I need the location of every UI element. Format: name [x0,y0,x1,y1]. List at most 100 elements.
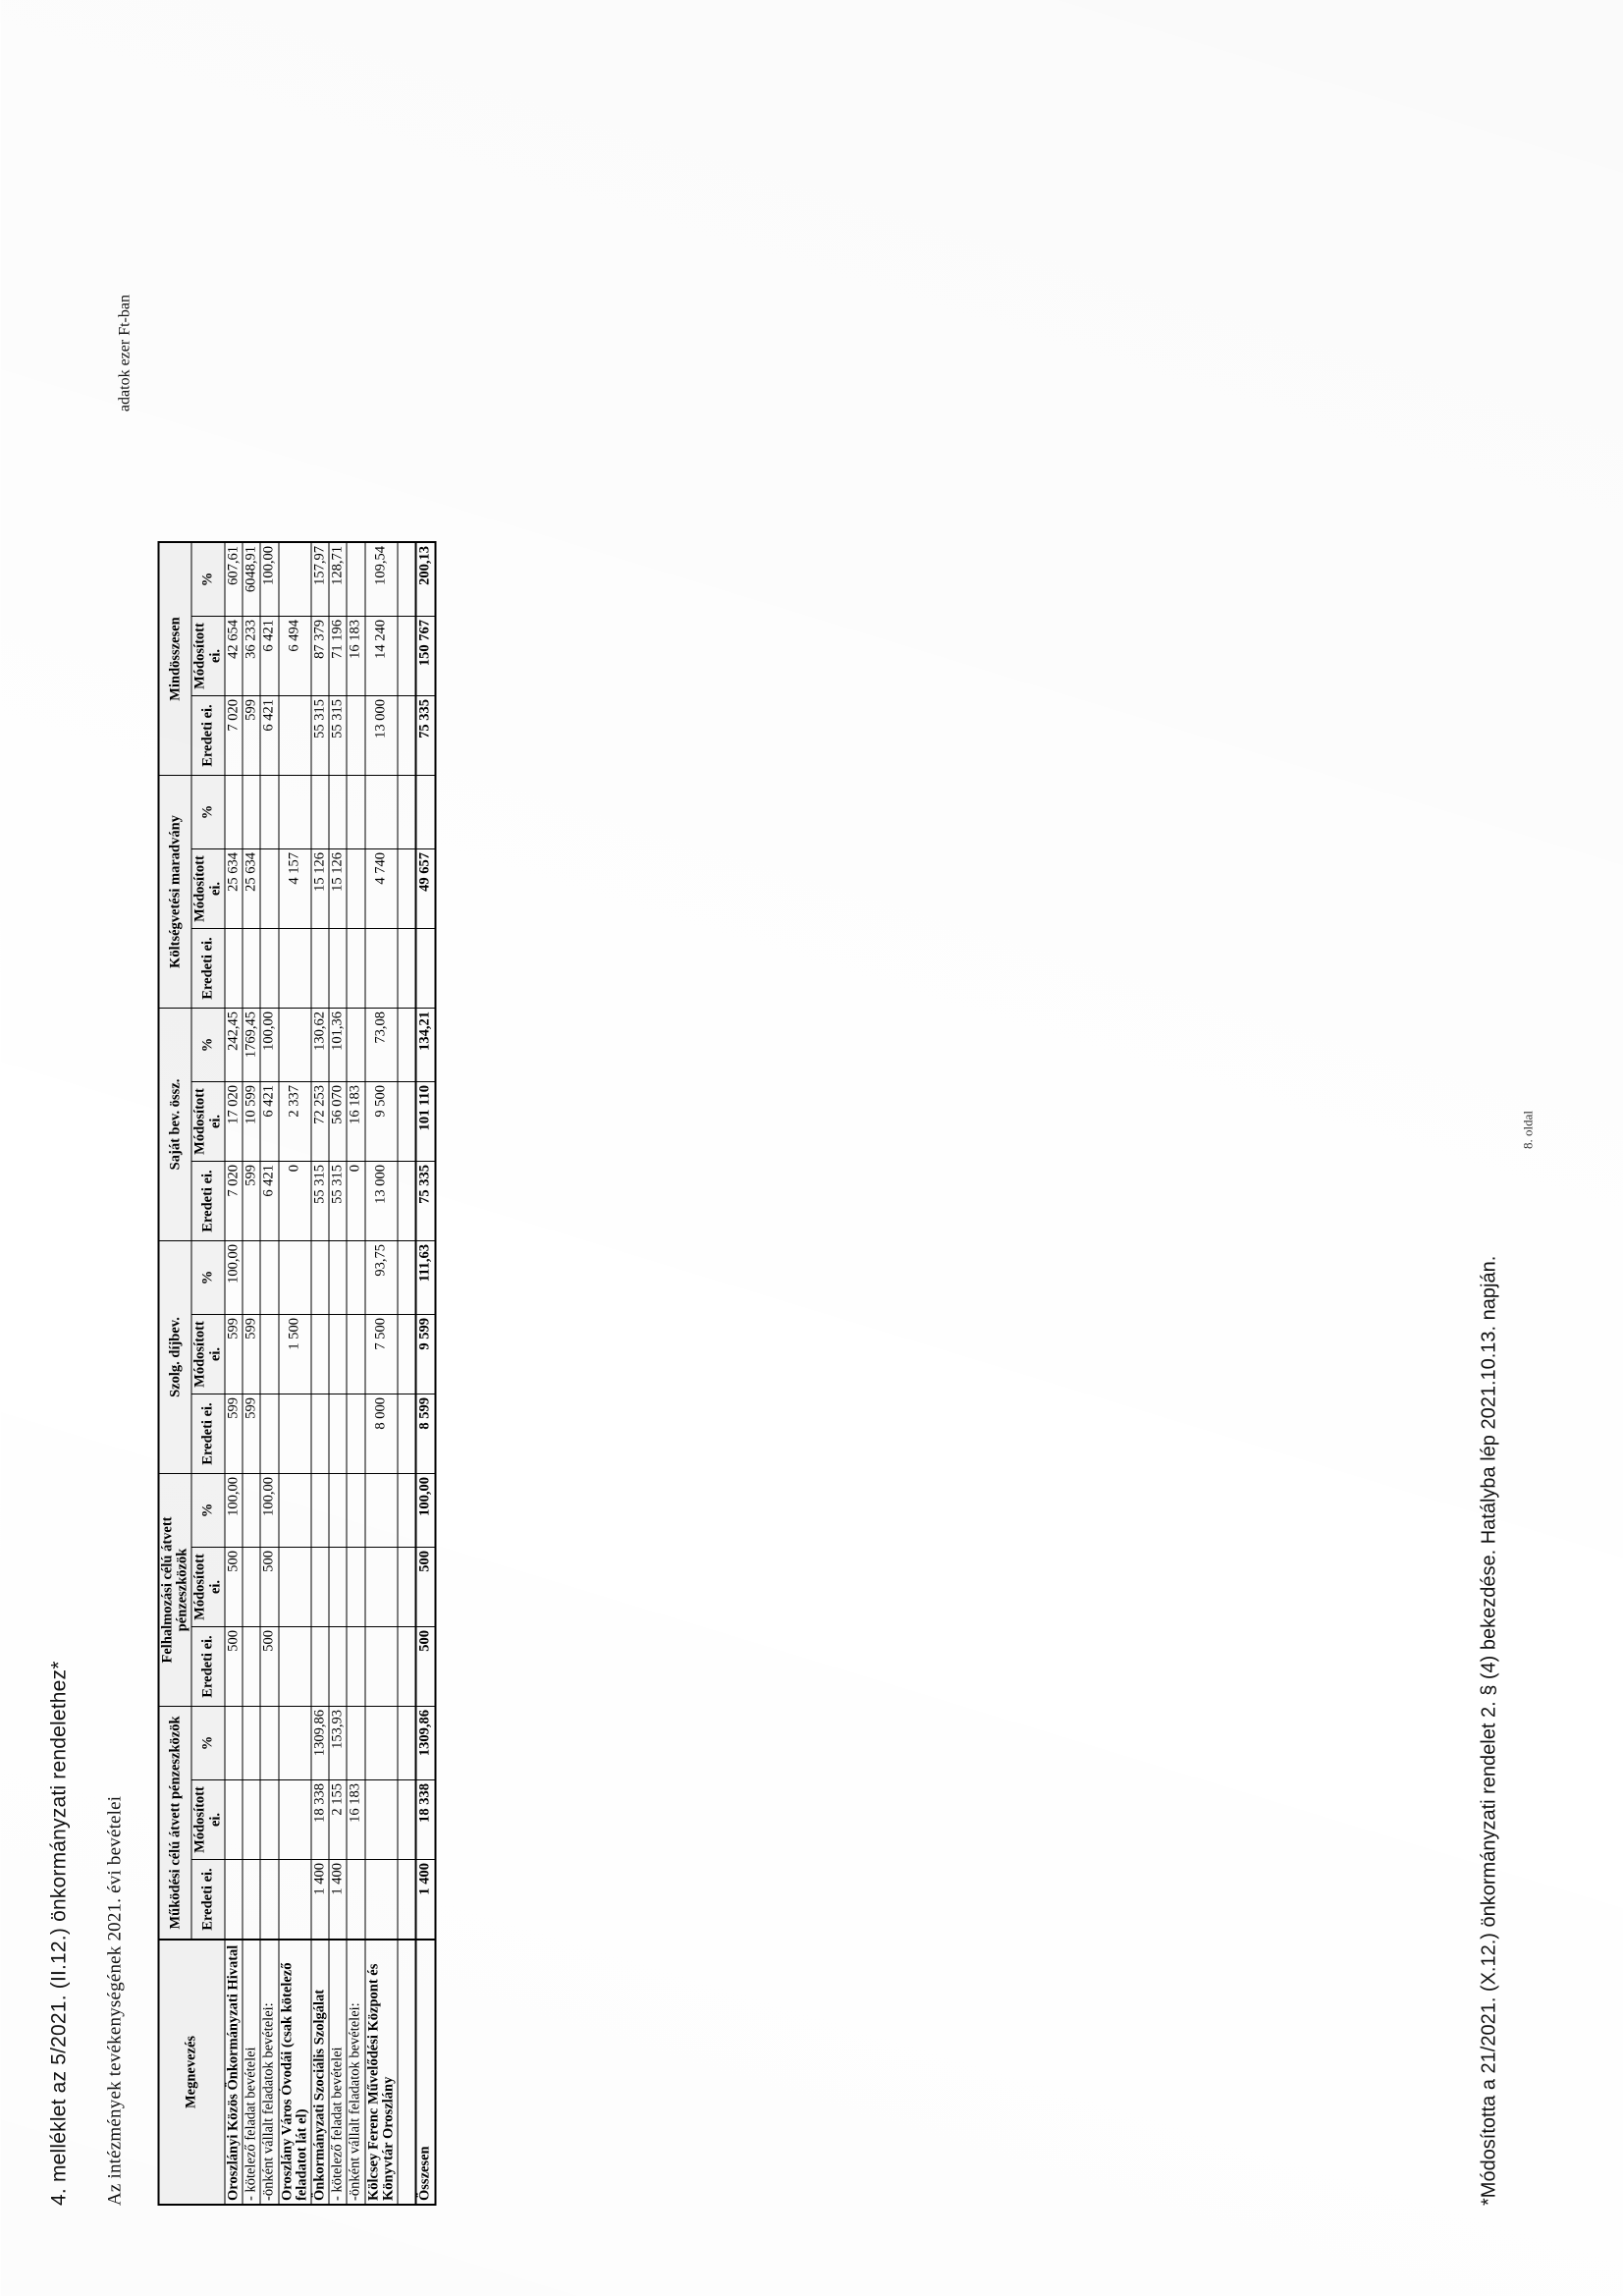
table-cell: 100,00 [224,1240,243,1315]
subheader-1-1: Módosított ei. [190,1547,225,1627]
table-cell: 599 [224,1394,243,1474]
table-cell [242,1547,260,1627]
table-cell [278,695,311,776]
table-cell: 100,00 [259,1008,279,1082]
table-cell: 100,00 [259,542,279,617]
table-cell [346,848,365,929]
page-title: 4. melléklet az 5/2021. (II.12.) önkormá… [47,1661,70,2206]
row-label: - kötelező feladat bevételei [328,1940,347,2205]
table-cell [242,1626,260,1707]
subheader-3-2: % [190,1008,225,1082]
table-cell [310,1394,329,1474]
table-cell [278,1394,311,1474]
table-cell: 599 [242,695,260,776]
table-cell: 4 157 [278,848,311,929]
table-cell [346,1240,365,1315]
table-cell: 500 [415,1626,435,1707]
table-cell: 4 740 [364,848,398,929]
table-cell [397,1547,416,1627]
table-cell: 100,00 [415,1473,435,1548]
subheader-4-2: % [190,775,225,849]
table-cell: 6 421 [259,616,279,696]
table-cell: 128,71 [328,542,347,617]
table-cell [278,1859,311,1940]
table-cell [278,775,311,849]
table-cell [397,1473,416,1548]
table-cell [278,928,311,1009]
table-cell: 13 000 [364,695,398,776]
table-cell: 55 315 [328,695,347,776]
subheader-1-0: Eredeti ei. [190,1626,225,1707]
table-cell: 2 337 [278,1081,311,1162]
table-cell: 599 [242,1161,260,1241]
column-header-megnevezes: Megnevezés [158,1940,225,2205]
table-cell [346,1859,365,1940]
table-cell: 1 400 [310,1859,329,1940]
subheader-5-2: % [190,542,225,617]
table-cell [415,928,435,1009]
table-cell [397,695,416,776]
table-cell [346,1547,365,1627]
table-cell [328,1314,347,1394]
table-cell [259,1394,279,1474]
table-cell: 1309,86 [310,1706,329,1780]
group-header-row: Megnevezés Működési célú átvett pénzeszk… [158,542,225,2205]
table-cell: 101 110 [415,1081,435,1162]
table-cell [224,1706,243,1780]
table-cell: 599 [224,1314,243,1394]
table-cell [364,1626,398,1707]
subheader-0-1: Módosított ei. [190,1779,225,1860]
row-label: Önkormányzati Szociális Szolgálat [310,1940,329,2205]
table-cell [364,928,398,1009]
table-cell [346,928,365,1009]
table-cell [397,1008,416,1082]
table-cell: 15 126 [328,848,347,929]
table-cell [310,928,329,1009]
table-cell: 14 240 [364,616,398,696]
table-cell [259,775,279,849]
table-cell [328,1394,347,1474]
table-cell: 500 [224,1547,243,1627]
row-label [397,1940,416,2205]
table-cell [328,1547,347,1627]
table-cell: 500 [415,1547,435,1627]
table-row: Oroszlányi Közös Önkormányzati Hivatal 5… [224,542,243,2205]
table-cell: 1 400 [415,1859,435,1940]
table-cell: 157,97 [310,542,329,617]
table-cell [346,1394,365,1474]
table-cell: 100,00 [259,1473,279,1548]
table-cell [397,616,416,696]
table-cell: 599 [242,1314,260,1394]
table-cell [328,1626,347,1707]
table-cell [397,1394,416,1474]
table-cell: 6048,91 [242,542,260,617]
table-cell: 6 421 [259,695,279,776]
table-cell: 18 338 [310,1779,329,1860]
subheader-5-1: Módosított ei. [190,616,225,696]
table-cell: 75 335 [415,695,435,776]
subheader-0-0: Eredeti ei. [190,1859,225,1940]
table-cell [397,1314,416,1394]
table-cell: 9 500 [364,1081,398,1162]
table-cell [259,1314,279,1394]
table-cell: 500 [259,1626,279,1707]
table-cell [310,775,329,849]
table-cell: 15 126 [310,848,329,929]
document-title-block: 4. melléklet az 5/2021. (II.12.) önkormá… [47,1661,126,2206]
table-cell [278,1473,311,1548]
table-cell [397,1081,416,1162]
table-cell: 8 599 [415,1394,435,1474]
table-cell: 13 000 [364,1161,398,1241]
table-row: Kölcsey Ferenc Művelődési Központ és Kön… [364,542,398,2205]
table-cell: 10 599 [242,1081,260,1162]
budget-table: Megnevezés Működési célú átvett pénzeszk… [157,541,436,2206]
table-cell [397,1161,416,1241]
table-row: - kötelező feladat bevételei 599 599 599 1… [242,542,260,2205]
table-cell [397,1779,416,1860]
table-cell [397,1626,416,1707]
table-row: Önkormányzati Szociális Szolgálat 1 400 18… [310,542,329,2205]
table-cell: 111,63 [415,1240,435,1315]
group-header-5: Mindösszesen [158,542,191,776]
table-cell [310,1314,329,1394]
